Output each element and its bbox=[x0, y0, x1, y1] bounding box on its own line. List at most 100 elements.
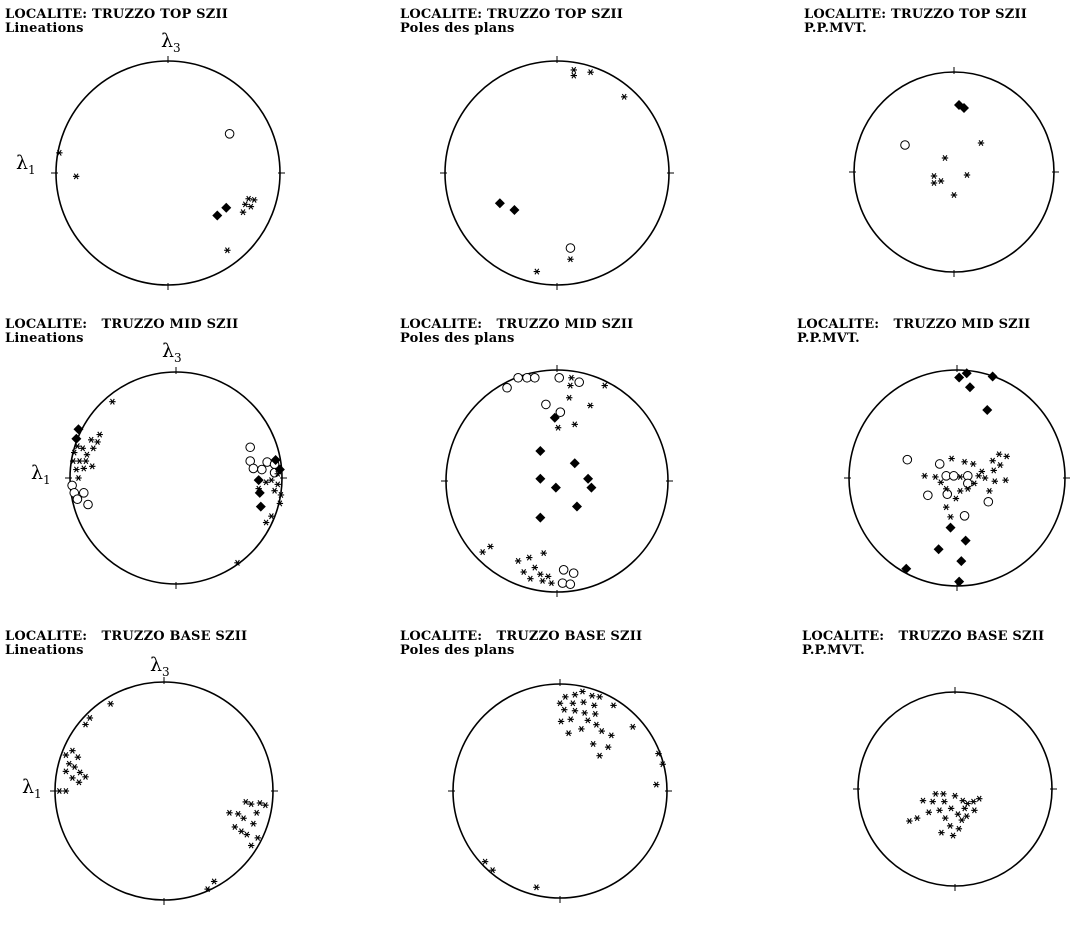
lambda1-label: λ1 bbox=[31, 462, 51, 487]
star-point bbox=[274, 470, 281, 477]
diamond-point bbox=[73, 424, 84, 435]
open-circle-point bbox=[83, 499, 93, 510]
diamond-point bbox=[959, 103, 969, 113]
star-point bbox=[977, 139, 985, 147]
star-point bbox=[587, 69, 594, 76]
panel-subtitle: Lineations bbox=[5, 331, 84, 346]
star-point bbox=[976, 795, 983, 802]
lambda3-label: λ3 bbox=[161, 30, 181, 55]
star-point bbox=[906, 817, 913, 825]
star-point bbox=[239, 209, 247, 216]
star-point bbox=[950, 191, 958, 199]
star-point bbox=[971, 480, 978, 487]
star-point bbox=[569, 700, 577, 707]
diamond-point bbox=[255, 501, 266, 512]
star-point bbox=[958, 817, 965, 824]
star-point bbox=[250, 820, 257, 827]
star-point bbox=[975, 472, 982, 479]
star-point bbox=[653, 781, 660, 788]
diamond-point bbox=[982, 404, 993, 415]
star-point bbox=[231, 823, 239, 831]
diamond-point bbox=[270, 454, 281, 465]
star-point bbox=[487, 543, 494, 550]
star-point bbox=[72, 173, 80, 180]
diamond-point bbox=[956, 556, 967, 567]
star-point bbox=[533, 884, 540, 891]
lambda3-label: λ3 bbox=[150, 654, 170, 679]
open-circle-point bbox=[983, 496, 994, 507]
star-point bbox=[80, 465, 87, 472]
star-point bbox=[964, 485, 971, 492]
star-point bbox=[964, 800, 971, 807]
star-point bbox=[74, 443, 81, 450]
star-point bbox=[604, 744, 612, 751]
star-point bbox=[268, 513, 275, 520]
star-point bbox=[527, 575, 534, 582]
panel-top-poles: LOCALITE: TRUZZO TOP SZII Poles des plan… bbox=[400, 8, 700, 308]
star-point bbox=[557, 718, 565, 725]
star-point bbox=[957, 487, 964, 494]
star-point bbox=[584, 717, 592, 724]
open-circle-point bbox=[248, 463, 259, 474]
diamond-point bbox=[954, 576, 965, 587]
star-point bbox=[990, 467, 997, 474]
open-circle-point bbox=[557, 578, 568, 588]
star-point bbox=[62, 751, 70, 759]
star-point bbox=[598, 728, 605, 735]
star-point bbox=[531, 564, 538, 571]
star-point bbox=[659, 761, 666, 768]
star-point bbox=[56, 787, 63, 795]
star-point bbox=[83, 451, 91, 458]
star-point bbox=[587, 402, 594, 409]
star-point bbox=[82, 721, 89, 728]
star-point bbox=[82, 458, 90, 465]
open-circle-point bbox=[530, 372, 540, 383]
panel-subtitle: Poles des plans bbox=[400, 643, 515, 658]
diamond-point bbox=[253, 475, 264, 486]
primitive-circle bbox=[853, 71, 1055, 273]
star-point bbox=[947, 805, 955, 812]
open-circle-point bbox=[923, 490, 933, 501]
star-point bbox=[963, 171, 971, 179]
star-point bbox=[481, 858, 489, 865]
panel-top-ppmvt: LOCALITE: TRUZZO TOP SZII P.P.MVT. bbox=[804, 8, 1070, 308]
star-point bbox=[610, 702, 617, 709]
star-point bbox=[991, 478, 998, 485]
star-point bbox=[204, 886, 211, 893]
diamond-point bbox=[494, 198, 505, 209]
diamond-point bbox=[550, 482, 561, 493]
star-point bbox=[608, 732, 615, 739]
open-circle-point bbox=[565, 579, 576, 590]
star-point bbox=[554, 424, 562, 431]
star-point bbox=[961, 458, 968, 465]
star-point bbox=[86, 714, 94, 722]
star-point bbox=[107, 700, 114, 707]
star-point bbox=[76, 769, 84, 776]
star-point bbox=[961, 805, 968, 812]
star-point bbox=[589, 740, 597, 747]
star-point bbox=[930, 172, 938, 180]
open-circle-point bbox=[574, 377, 584, 388]
panel-base-ppmvt: LOCALITE: TRUZZO BASE SZII P.P.MVT. bbox=[802, 630, 1070, 930]
star-point bbox=[79, 445, 86, 452]
star-point bbox=[69, 747, 76, 754]
open-circle-point bbox=[502, 382, 512, 393]
star-point bbox=[936, 807, 943, 814]
star-point bbox=[942, 815, 949, 822]
primitive-circle bbox=[55, 60, 281, 286]
diamond-point bbox=[571, 501, 582, 512]
star-point bbox=[925, 809, 933, 816]
diamond-point bbox=[960, 535, 971, 546]
stereonet bbox=[440, 56, 674, 290]
star-point bbox=[579, 688, 586, 695]
star-point bbox=[561, 706, 568, 713]
open-circle-point bbox=[257, 464, 267, 475]
star-point bbox=[941, 798, 948, 805]
star-point bbox=[971, 807, 978, 814]
panel-mid-poles: LOCALITE: TRUZZO MID SZII Poles des plan… bbox=[400, 318, 700, 618]
diamond-point bbox=[254, 487, 265, 498]
star-point bbox=[937, 177, 945, 185]
star-point bbox=[90, 445, 97, 452]
star-point bbox=[580, 699, 587, 706]
diamond-point bbox=[901, 563, 912, 574]
